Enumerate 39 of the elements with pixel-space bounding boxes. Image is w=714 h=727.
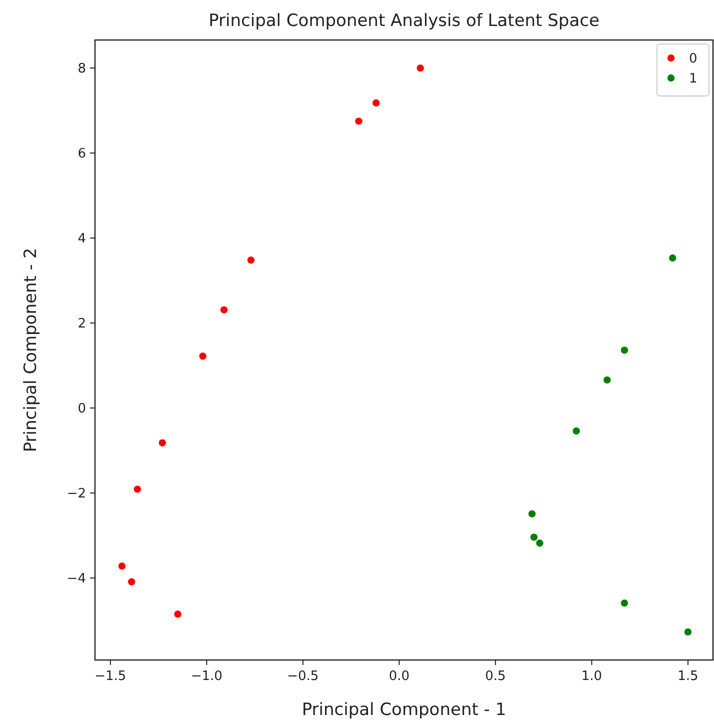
point xyxy=(372,99,380,106)
x-tick-label: 1.0 xyxy=(581,669,602,684)
y-tick-label: 8 xyxy=(78,62,86,77)
point xyxy=(530,534,538,541)
y-tick-label: −4 xyxy=(66,572,86,587)
legend-label: 1 xyxy=(689,72,698,87)
point xyxy=(536,540,544,547)
chart-title: Principal Component Analysis of Latent Space xyxy=(208,11,600,31)
x-tick-label: −0.5 xyxy=(287,669,319,684)
point xyxy=(158,439,166,446)
y-tick-label: 2 xyxy=(78,316,86,332)
point xyxy=(684,628,692,636)
y-tick-label: 6 xyxy=(78,146,86,162)
point xyxy=(199,352,206,360)
point xyxy=(247,256,255,264)
y-axis-title: Principal Component - 2 xyxy=(21,248,41,452)
x-tick-label: 0.0 xyxy=(388,669,410,684)
y-tick-label: 0 xyxy=(78,402,86,417)
point xyxy=(604,376,611,384)
point xyxy=(174,610,182,618)
point xyxy=(416,64,424,72)
point xyxy=(620,599,628,607)
point xyxy=(118,562,126,570)
x-tick-label: −1.5 xyxy=(94,669,126,684)
point xyxy=(572,427,580,435)
legend-label: 0 xyxy=(689,52,698,67)
x-tick-label: 0.5 xyxy=(485,669,506,684)
point xyxy=(620,346,628,354)
x-axis-title: Principal Component - 1 xyxy=(302,700,506,720)
point xyxy=(528,510,536,518)
y-tick-label: −2 xyxy=(66,486,86,502)
point xyxy=(668,254,676,262)
point xyxy=(220,306,228,314)
point xyxy=(128,578,136,586)
y-tick-label: 4 xyxy=(78,232,86,247)
point xyxy=(134,486,141,493)
point xyxy=(355,118,362,125)
x-tick-label: 1.5 xyxy=(678,669,698,684)
x-tick-label: −1.0 xyxy=(190,669,222,684)
